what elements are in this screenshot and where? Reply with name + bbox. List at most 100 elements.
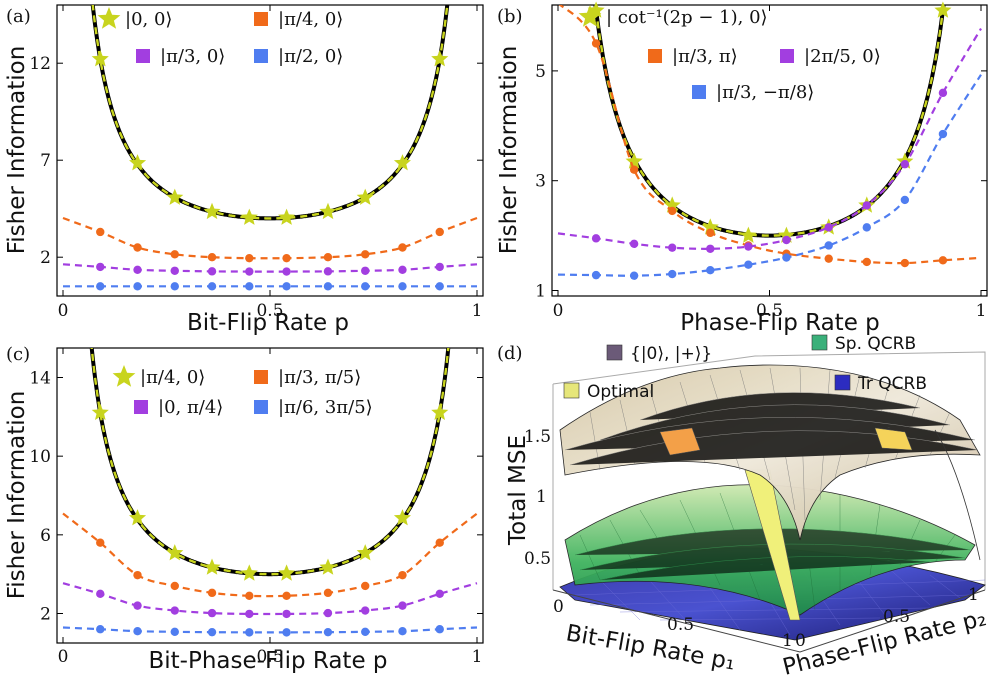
data-point xyxy=(133,601,142,610)
data-point-star xyxy=(166,544,184,561)
data-point xyxy=(824,223,833,232)
data-point xyxy=(323,608,333,618)
data-point xyxy=(900,258,910,268)
data-point xyxy=(323,282,333,291)
series-curve xyxy=(62,216,478,260)
legend-square xyxy=(136,49,150,63)
data-point xyxy=(96,625,105,634)
data-point xyxy=(170,581,179,591)
data-point xyxy=(96,227,105,237)
data-point xyxy=(282,267,291,276)
x-tick-label: 1 xyxy=(976,301,987,321)
legend-star xyxy=(578,5,602,27)
data-point-star xyxy=(91,50,109,67)
p1-tick-0: 0 xyxy=(553,597,564,617)
data-point xyxy=(323,627,333,637)
y-tick-label: 10 xyxy=(29,447,51,467)
y-tick-label: 3 xyxy=(535,172,546,192)
legend-swatch-01-plus xyxy=(606,344,623,361)
optimal-patch-right xyxy=(874,427,913,451)
x-axis-label: Phase-Flip Rate p xyxy=(680,310,880,336)
data-point-star xyxy=(91,403,109,420)
data-point xyxy=(862,257,871,267)
legend-label: |0, π/4⟩ xyxy=(158,397,223,418)
legend-square xyxy=(254,400,268,414)
data-point xyxy=(96,538,105,547)
surface-01-plus-edge xyxy=(934,429,981,561)
legend-label: |π/4, 0⟩ xyxy=(278,9,343,30)
z-tick-1: 1 xyxy=(536,487,547,507)
data-point xyxy=(706,244,715,253)
legend-star xyxy=(97,7,121,29)
data-point xyxy=(133,243,142,252)
data-point xyxy=(245,609,254,619)
data-point xyxy=(435,625,444,634)
p1-tick-0.5: 0.5 xyxy=(667,615,694,635)
legend-label: |0, 0⟩ xyxy=(125,9,172,30)
data-point xyxy=(668,269,677,279)
legend-label: | cot⁻¹(2p − 1), 0⟩ xyxy=(606,7,768,28)
legend-label: |2π/5, 0⟩ xyxy=(804,46,881,67)
series-curve xyxy=(62,263,478,273)
p2-tick-0.5: 0.5 xyxy=(883,607,910,627)
legend-label: |π/3, −π/8⟩ xyxy=(716,82,814,103)
data-point xyxy=(245,591,254,600)
legend-label-01-plus: {|0⟩, |+⟩} xyxy=(630,344,712,364)
data-point xyxy=(629,271,639,280)
data-point xyxy=(361,606,370,615)
series-curve xyxy=(90,348,450,576)
data-point xyxy=(96,282,105,291)
data-point xyxy=(398,282,407,291)
data-point-star xyxy=(356,544,374,561)
data-point-star xyxy=(278,208,296,225)
data-point xyxy=(361,581,370,591)
data-point xyxy=(782,235,791,245)
series-curve xyxy=(62,512,478,598)
y-tick-label: 14 xyxy=(29,369,51,389)
data-point xyxy=(782,253,791,262)
data-point xyxy=(862,201,871,210)
data-point xyxy=(629,165,639,174)
legend-label: |π/4, 0⟩ xyxy=(140,367,205,388)
x-tick-label: 1 xyxy=(472,301,483,321)
data-point xyxy=(629,239,639,249)
legend-square xyxy=(254,12,268,26)
data-point-star xyxy=(431,403,449,420)
data-point xyxy=(398,265,407,275)
data-point xyxy=(435,227,444,237)
series-curve-bg xyxy=(90,5,450,221)
data-point xyxy=(398,570,407,580)
data-point xyxy=(706,228,715,238)
legend-swatch-tr-qcrb xyxy=(834,374,851,391)
data-point xyxy=(96,262,105,272)
data-point xyxy=(900,195,910,205)
y-axis-label: Fisher Information xyxy=(4,46,30,255)
box-front-edges xyxy=(552,589,986,653)
x-tick-label: 0.5 xyxy=(256,301,283,321)
data-point xyxy=(398,601,407,610)
data-point xyxy=(591,270,601,280)
legend-label-sp-qcrb: Sp. QCRB xyxy=(835,334,916,354)
data-point xyxy=(207,282,217,291)
data-point-star xyxy=(393,509,411,526)
box-back-edges xyxy=(552,351,986,590)
data-point xyxy=(170,250,179,259)
data-point xyxy=(133,627,142,636)
data-point xyxy=(938,256,948,265)
data-point xyxy=(207,588,217,598)
data-point xyxy=(245,253,254,263)
data-point xyxy=(133,570,142,580)
legend-square xyxy=(254,370,268,384)
data-point xyxy=(282,609,291,619)
data-point xyxy=(170,606,179,615)
series-curve xyxy=(62,582,478,616)
data-point xyxy=(900,160,910,169)
data-point xyxy=(361,627,370,636)
data-point-star xyxy=(356,188,374,205)
legend-square xyxy=(254,49,268,63)
data-point xyxy=(282,282,291,291)
legend-star xyxy=(112,365,136,387)
data-point xyxy=(435,262,444,272)
